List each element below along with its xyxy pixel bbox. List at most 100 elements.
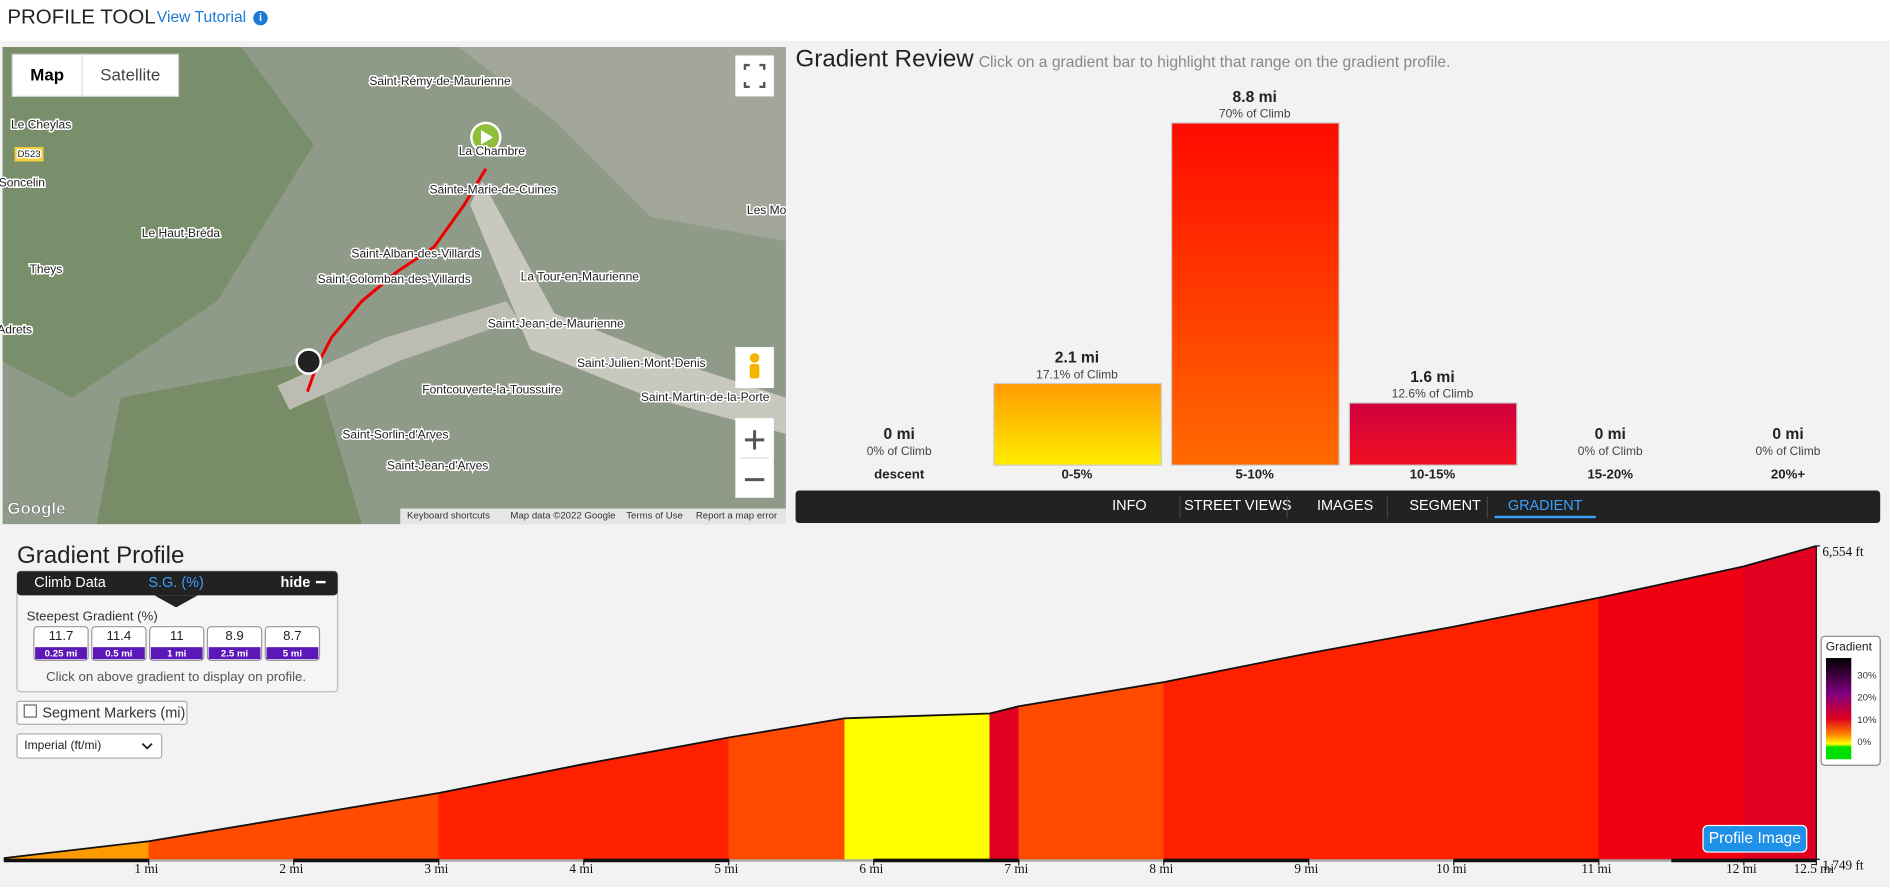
sg-value: 11.7	[49, 628, 74, 643]
sg-span: 0.25 mi	[45, 648, 78, 659]
gradient-bar[interactable]	[993, 382, 1162, 466]
profile-segment	[1163, 652, 1310, 860]
place-label: Saint-Rémy-de-Maurienne	[369, 74, 511, 88]
bar-value-label: 1.6 mi	[1410, 369, 1454, 386]
sg-strip	[208, 647, 261, 660]
bar-share-label: 17.1% of Climb	[1036, 367, 1118, 381]
place-label: Fontcouverte-la-Toussuire	[422, 383, 562, 397]
place-label: Saint-Martin-de-la-Porte	[641, 390, 770, 404]
place-label: D523	[18, 149, 41, 160]
sg-span: 1 mi	[167, 648, 186, 659]
tab[interactable]: GRADIENT	[1508, 498, 1583, 514]
panel-heading: Steepest Gradient (%)	[27, 609, 158, 624]
place-label: Saint-Sorlin-d'Arves	[342, 427, 448, 441]
profile-segment	[293, 792, 440, 860]
info-i: i	[259, 12, 262, 24]
sg-value: 11	[170, 628, 184, 643]
sg-strip	[150, 647, 203, 660]
profile-segment	[989, 705, 1020, 860]
fullscreen-button[interactable]	[735, 55, 774, 97]
road-badge	[14, 147, 44, 162]
place-label: Sainte-Marie-de-Cuines	[429, 183, 556, 197]
place-label: Le Cheylas	[11, 118, 71, 132]
x-tick-label: 12 mi	[1726, 861, 1757, 876]
sg-span: 0.5 mi	[105, 648, 132, 659]
google-logo: Google	[7, 499, 65, 518]
x-tick-label: 5 mi	[714, 861, 738, 876]
segment-markers[interactable]	[16, 700, 188, 725]
info-icon[interactable]	[253, 10, 268, 26]
profile-segment	[1308, 626, 1455, 860]
tab[interactable]: IMAGES	[1317, 498, 1373, 514]
x-tick-label: 2 mi	[279, 861, 303, 876]
bar-category: 10-15%	[1410, 466, 1456, 481]
bar-value-label: 0 mi	[884, 426, 915, 443]
profile-image-label: Profile Image	[1709, 830, 1802, 847]
place-label: Adrets	[0, 322, 32, 336]
hide-button[interactable]: hide	[281, 575, 311, 591]
bar-value-label: 0 mi	[1595, 426, 1626, 443]
sg-strip	[92, 647, 145, 660]
gradient-bar[interactable]	[1348, 402, 1518, 466]
x-tick-label: 12.5 mi	[1794, 861, 1835, 876]
bar-value-label: 8.8 mi	[1233, 89, 1277, 106]
climb-data-tab[interactable]: Climb Data	[34, 575, 106, 591]
satellite-tab[interactable]: Satellite	[100, 65, 160, 84]
profile-segment	[1743, 545, 1817, 860]
map-attribution[interactable]: Keyboard shortcuts	[407, 510, 490, 521]
gradient-bar[interactable]	[1170, 122, 1340, 466]
bar-share-label: 0% of Climb	[1756, 444, 1821, 458]
bar-value-label: 2.1 mi	[1055, 349, 1099, 366]
x-tick-label: 10 mi	[1436, 861, 1467, 876]
y-tick-label: 6,554 ft	[1822, 544, 1864, 559]
map-tab[interactable]: Map	[30, 65, 64, 84]
tab[interactable]: INFO	[1112, 498, 1147, 514]
place-label: Saint-Jean-d'Arves	[387, 459, 488, 473]
bar-category: 0-5%	[1061, 466, 1092, 481]
sg-span: 5 mi	[283, 648, 302, 659]
tutorial-link[interactable]: View Tutorial	[157, 9, 246, 26]
place-label: Saint-Jean-de-Maurienne	[488, 316, 624, 330]
x-tick-label: 7 mi	[1004, 861, 1028, 876]
units-select[interactable]	[16, 733, 163, 759]
profile-segment	[583, 737, 730, 860]
place-label: Saint-Colomban-des-Villards	[318, 272, 471, 286]
place-label: Les Mo	[747, 203, 787, 217]
x-tick-label: 6 mi	[859, 861, 883, 876]
profile-image-button[interactable]	[1702, 824, 1808, 853]
place-label: Saint-Alban-des-Villards	[351, 246, 480, 260]
tab[interactable]: STREET VIEWS	[1184, 498, 1291, 514]
sg-value: 11.4	[106, 628, 131, 643]
map-attribution[interactable]: Report a map error	[696, 510, 778, 521]
place-label: Soncelin	[0, 175, 45, 189]
app-title: PROFILE TOOL	[7, 5, 155, 28]
map-attribution[interactable]: Map data ©2022 Google	[510, 510, 615, 521]
header-bg	[0, 0, 1890, 41]
profile-outline	[3, 545, 1817, 860]
review-title: Gradient Review	[796, 46, 975, 73]
map[interactable]	[2, 47, 786, 525]
sg-value: 8.9	[225, 628, 243, 643]
tab[interactable]: SEGMENT	[1409, 498, 1481, 514]
sg-span: 2.5 mi	[221, 648, 248, 659]
profile-segment	[1018, 681, 1165, 860]
place-label: Saint-Julien-Mont-Denis	[577, 356, 706, 370]
bar-category: 20%+	[1771, 466, 1806, 481]
profile-segment	[728, 717, 846, 860]
place-label: Le Haut-Bréda	[142, 226, 221, 240]
place-label: La Chambre	[459, 144, 526, 158]
sg-tab[interactable]: S.G. (%)	[148, 575, 203, 591]
x-tick-label: 11 mi	[1581, 861, 1611, 876]
sg-strip	[266, 647, 319, 660]
units-label: Imperial (ft/mi)	[24, 738, 101, 752]
place-label: Theys	[30, 262, 63, 276]
map-attribution[interactable]: Terms of Use	[626, 510, 683, 521]
x-tick-label: 3 mi	[424, 861, 448, 876]
y-tick-label: 1,749 ft	[1822, 858, 1864, 873]
bar-category: 15-20%	[1587, 466, 1633, 481]
profile-title: Gradient Profile	[17, 542, 184, 569]
legend-label: 20%	[1857, 692, 1877, 703]
tab-underline	[1494, 515, 1596, 519]
